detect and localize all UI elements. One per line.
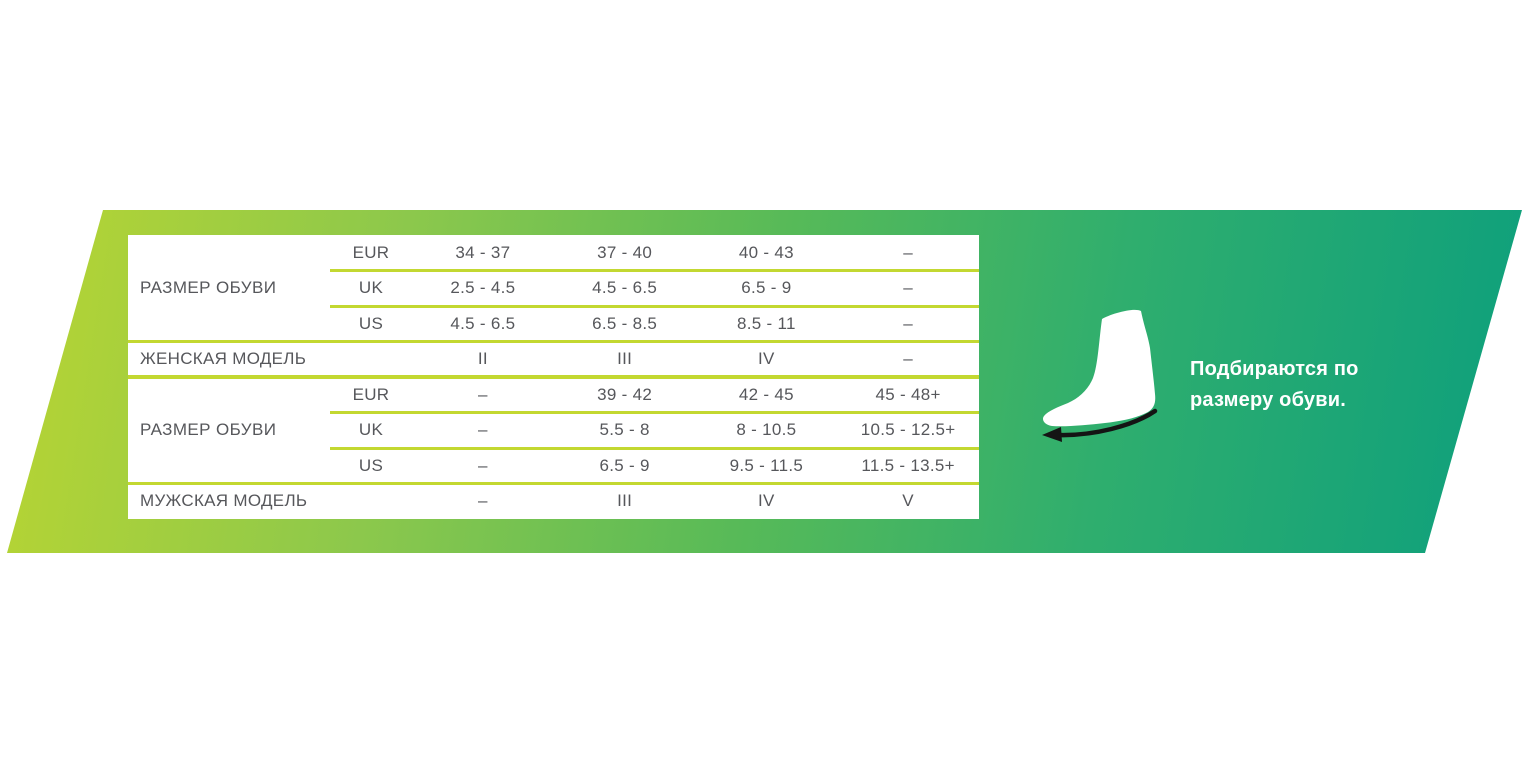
size-value: 34 - 37	[455, 242, 511, 262]
size-value: 45 - 48+	[875, 384, 941, 404]
size-value: 4.5 - 6.5	[592, 278, 658, 298]
model-row-label: ЖЕНСКАЯ МОДЕЛЬ	[140, 349, 307, 369]
size-value: –	[903, 242, 913, 262]
model-value: –	[903, 349, 913, 369]
row-divider	[330, 411, 979, 414]
unit-label: EUR	[352, 242, 390, 262]
unit-label: US	[358, 313, 384, 333]
size-value: 6.5 - 9	[599, 455, 650, 475]
row-divider	[330, 446, 979, 450]
size-value: 4.5 - 6.5	[450, 313, 516, 333]
size-value: 6.5 - 9	[741, 278, 792, 298]
size-value: –	[477, 384, 488, 404]
unit-label: US	[358, 455, 384, 475]
size-value: 42 - 45	[738, 384, 794, 404]
section-divider	[128, 375, 979, 379]
model-row-label: МУЖСКАЯ МОДЕЛЬ	[140, 491, 308, 511]
size-group-label-men: РАЗМЕР ОБУВИ	[140, 420, 277, 439]
table-row-eur-men: EUR – 39 - 42 42 - 45 45 - 48+	[128, 377, 979, 413]
model-value: III	[617, 491, 633, 511]
section-divider	[128, 482, 979, 485]
section-divider	[128, 340, 979, 343]
table-row-us-men: US – 6.5 - 9 9.5 - 11.5 11.5 - 13.5+	[128, 448, 979, 484]
size-value: –	[477, 420, 488, 440]
size-value: 2.5 - 4.5	[450, 278, 516, 298]
model-value: IV	[758, 349, 775, 369]
table-row-eur-women: EUR 34 - 37 37 - 40 40 - 43 –	[128, 235, 979, 271]
size-value: 10.5 - 12.5+	[860, 420, 956, 440]
size-value: 11.5 - 13.5+	[861, 455, 955, 475]
table-row-us-women: US 4.5 - 6.5 6.5 - 8.5 8.5 - 11 –	[128, 306, 979, 342]
unit-label: UK	[358, 420, 384, 440]
size-value: 9.5 - 11.5	[729, 455, 804, 475]
size-value: 5.5 - 8	[599, 420, 650, 440]
model-value: IV	[758, 491, 775, 511]
table-row-men-model: МУЖСКАЯ МОДЕЛЬ – III IV V	[128, 484, 979, 520]
shoe-size-table: РАЗМЕР ОБУВИ РАЗМЕР ОБУВИ EUR 34 - 37 37…	[128, 235, 979, 519]
size-value: –	[903, 278, 913, 298]
note-text: Подбираются по размеру обуви.	[1190, 358, 1359, 411]
size-value: 40 - 43	[738, 242, 794, 262]
unit-label: UK	[358, 278, 384, 298]
size-value: –	[477, 455, 488, 475]
size-value: 8.5 - 11	[736, 313, 796, 333]
size-value: –	[903, 313, 913, 333]
table-row-uk-men: UK – 5.5 - 8 8 - 10.5 10.5 - 12.5+	[128, 413, 979, 449]
row-divider	[330, 269, 979, 272]
size-value: 39 - 42	[597, 384, 653, 404]
size-value: 6.5 - 8.5	[592, 313, 658, 333]
model-value: V	[902, 491, 914, 511]
foot-measure-icon	[1038, 306, 1188, 446]
unit-label: EUR	[352, 384, 390, 404]
size-group-label-women: РАЗМЕР ОБУВИ	[140, 278, 277, 297]
model-value: III	[617, 349, 633, 369]
size-value: 8 - 10.5	[736, 420, 797, 440]
model-value: II	[477, 349, 488, 369]
table-row-women-model: ЖЕНСКАЯ МОДЕЛЬ II III IV –	[128, 342, 979, 378]
row-divider	[330, 304, 979, 308]
size-value: 37 - 40	[597, 242, 653, 262]
model-value: –	[477, 491, 488, 511]
table-row-uk-women: UK 2.5 - 4.5 4.5 - 6.5 6.5 - 9 –	[128, 271, 979, 307]
